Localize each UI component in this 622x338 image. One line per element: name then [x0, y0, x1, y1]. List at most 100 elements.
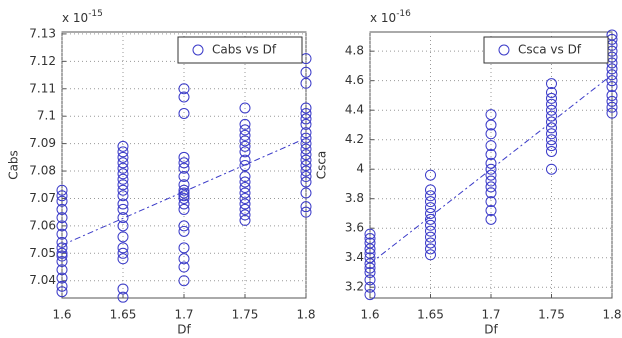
- data-point: [56, 220, 68, 232]
- multiplier-exponent: -16: [396, 9, 411, 19]
- data-point: [117, 242, 129, 254]
- data-point: [117, 231, 129, 243]
- data-point: [485, 140, 497, 152]
- fit-line: [369, 74, 613, 265]
- y-tick-label: 3.8: [345, 191, 364, 205]
- y-axis-label: Cabs: [7, 150, 21, 180]
- x-axis-label: Df: [484, 323, 498, 337]
- data-point: [178, 179, 190, 191]
- data-point: [425, 225, 436, 237]
- data-point: [239, 171, 251, 183]
- data-point: [117, 253, 129, 265]
- data-point: [546, 163, 557, 175]
- data-point: [364, 266, 376, 278]
- data-point: [239, 118, 251, 130]
- data-point: [178, 198, 190, 210]
- data-point: [117, 184, 129, 196]
- data-point: [239, 214, 251, 226]
- y-tick-label: 7.09: [29, 136, 56, 150]
- x-tick-label: 1.75: [232, 308, 259, 322]
- data-point: [178, 157, 190, 169]
- data-point: [239, 129, 251, 141]
- data-point: [546, 140, 557, 152]
- data-point: [117, 157, 129, 169]
- x-tick-label: 1.6: [360, 308, 379, 322]
- legend-box: [483, 36, 609, 64]
- data-point: [117, 179, 129, 191]
- data-point: [300, 206, 312, 218]
- data-point: [56, 247, 68, 259]
- x-tick-label: 1.7: [174, 308, 193, 322]
- data-point: [117, 168, 129, 180]
- data-point: [178, 83, 190, 95]
- y-tick-label: 3.4: [345, 250, 364, 264]
- data-point: [546, 134, 557, 146]
- data-point: [178, 162, 190, 174]
- data-point: [178, 151, 190, 163]
- data-point: [300, 154, 312, 166]
- x-tick-label: 1.8: [296, 308, 315, 322]
- data-point: [178, 261, 190, 273]
- data-point: [546, 128, 557, 140]
- data-point: [300, 187, 312, 199]
- data-point: [546, 98, 557, 110]
- y-tick-label: 4.4: [345, 103, 364, 117]
- data-point: [300, 171, 312, 183]
- data-point: [178, 203, 190, 215]
- data-point: [300, 160, 312, 172]
- data-point: [56, 250, 68, 262]
- y-tick-label: 7.05: [29, 246, 56, 260]
- multiplier-exponent: -15: [88, 9, 103, 19]
- data-point: [606, 89, 618, 101]
- data-point: [606, 75, 618, 87]
- data-point: [239, 124, 251, 136]
- data-point: [117, 146, 129, 158]
- axis-multiplier: x 10-15: [62, 9, 103, 25]
- data-point: [364, 233, 376, 245]
- data-point: [364, 252, 376, 264]
- data-point: [425, 184, 436, 196]
- data-point: [425, 213, 436, 225]
- data-point: [425, 169, 436, 181]
- data-point: [425, 219, 436, 231]
- data-point: [239, 160, 251, 172]
- data-point: [300, 118, 312, 130]
- data-point: [239, 187, 251, 199]
- legend-symbol: [192, 44, 204, 56]
- fit-line: [61, 137, 307, 246]
- y-tick-label: 4: [356, 162, 364, 176]
- data-point: [117, 283, 129, 295]
- data-point: [606, 29, 618, 41]
- data-point: [56, 195, 68, 207]
- legend-box: [177, 36, 303, 64]
- multiplier-base: x 10: [370, 11, 396, 25]
- data-point: [239, 209, 251, 221]
- data-point: [606, 69, 618, 81]
- legend-label: Cabs vs Df: [212, 43, 277, 57]
- x-tick-label: 1.7: [481, 308, 500, 322]
- data-point: [117, 203, 129, 215]
- data-point: [300, 143, 312, 155]
- data-point: [178, 107, 190, 119]
- data-point: [425, 249, 436, 261]
- data-point: [239, 198, 251, 210]
- legend-symbol: [498, 44, 510, 56]
- data-point: [178, 171, 190, 183]
- data-point: [425, 231, 436, 243]
- data-point: [300, 102, 312, 114]
- data-point: [117, 162, 129, 174]
- data-point: [364, 274, 376, 286]
- data-point: [178, 225, 190, 237]
- data-point: [485, 109, 497, 121]
- data-point: [300, 66, 312, 78]
- data-point: [300, 201, 312, 213]
- data-point: [364, 228, 376, 240]
- y-tick-label: 7.08: [29, 164, 56, 178]
- data-point: [606, 95, 618, 107]
- x-axis-label: Df: [177, 323, 191, 337]
- y-tick-label: 7.11: [29, 81, 56, 95]
- data-point: [56, 256, 68, 268]
- y-tick-label: 7.13: [29, 26, 56, 40]
- data-point: [56, 242, 68, 254]
